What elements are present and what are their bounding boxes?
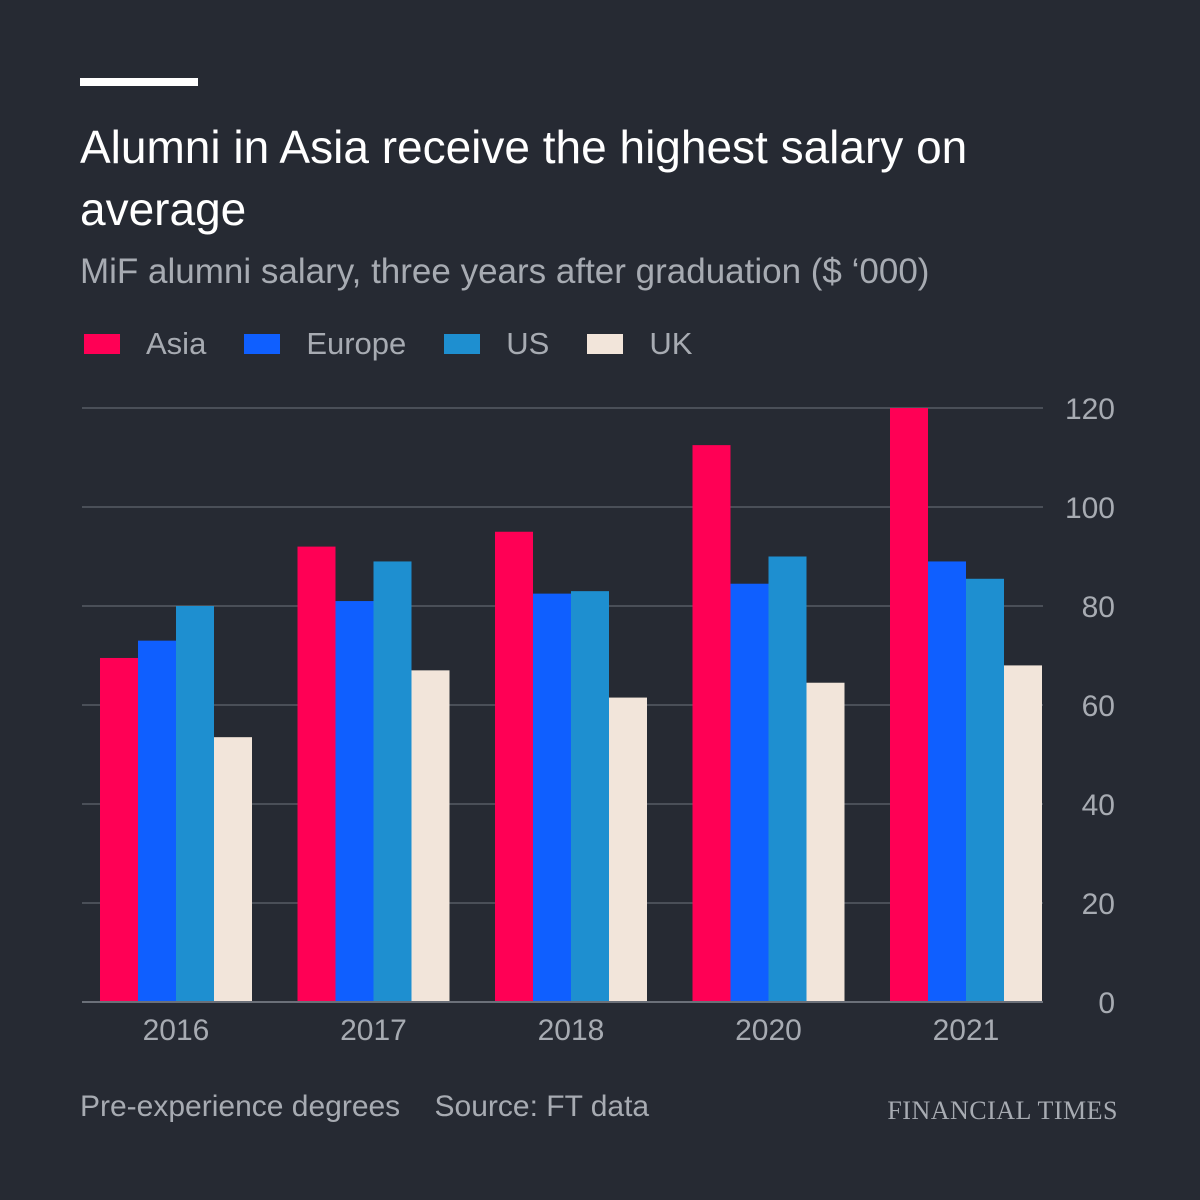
brand-logo: FINANCIAL TIMES — [887, 1096, 1118, 1125]
bar-europe-2017 — [335, 601, 374, 1002]
bar-europe-2016 — [138, 640, 176, 1002]
bar-uk-2021 — [1004, 665, 1042, 1002]
bar-chart: 0 20 40 60 80 100 120 2016 2017 2018 2020 2021 — [82, 393, 1115, 1047]
y-tick-label: 20 — [1082, 888, 1115, 921]
legend-swatch-uk — [587, 334, 624, 354]
y-tick-label: 100 — [1065, 492, 1115, 525]
x-tick-label: 2017 — [340, 1014, 407, 1047]
x-tick-label: 2020 — [735, 1014, 802, 1047]
chart-subtitle: MiF alumni salary, three years after gra… — [80, 252, 930, 291]
chart-title: Alumni in Asia receive the highest salar… — [80, 121, 968, 235]
bar-uk-2018 — [609, 697, 647, 1002]
bar-us-2018 — [571, 591, 609, 1002]
legend: Asia Europe US UK — [84, 324, 730, 364]
y-tick-label: 60 — [1082, 690, 1115, 723]
bar-europe-2021 — [928, 561, 966, 1002]
bar-uk-2016 — [214, 737, 252, 1002]
bar-us-2021 — [966, 578, 1004, 1002]
y-tick-label: 120 — [1065, 393, 1115, 426]
y-tick-label: 40 — [1082, 789, 1115, 822]
legend-swatch-asia — [84, 334, 120, 354]
legend-swatch-us — [444, 334, 481, 354]
bar-asia-2016 — [100, 657, 138, 1002]
bar-uk-2017 — [411, 670, 450, 1002]
bar-uk-2020 — [806, 682, 845, 1002]
x-tick-label: 2016 — [143, 1014, 210, 1047]
header-rule — [80, 78, 198, 86]
legend-label-europe: Europe — [306, 326, 407, 361]
bar-asia-2017 — [297, 546, 336, 1002]
legend-label-us: US — [506, 326, 550, 361]
legend-item-us: US — [444, 326, 549, 362]
legend-item-asia: Asia — [84, 326, 206, 362]
bar-asia-2020 — [692, 445, 731, 1002]
y-tick-label: 0 — [1098, 987, 1115, 1020]
footnote-degrees: Pre-experience degrees — [80, 1090, 401, 1123]
bar-europe-2018 — [533, 593, 571, 1002]
legend-label-asia: Asia — [146, 326, 207, 361]
legend-item-europe: Europe — [244, 326, 406, 362]
y-tick-label: 80 — [1082, 591, 1115, 624]
bar-asia-2021 — [890, 408, 928, 1002]
footer-note: Pre-experience degrees Source: FT data — [80, 1090, 649, 1124]
legend-item-uk: UK — [587, 326, 692, 362]
bar-asia-2018 — [495, 531, 533, 1002]
bar-us-2020 — [768, 556, 807, 1002]
bar-us-2016 — [176, 606, 214, 1002]
footnote-source: Source: FT data — [434, 1090, 650, 1123]
bar-europe-2020 — [730, 583, 769, 1002]
x-tick-label: 2018 — [538, 1014, 605, 1047]
x-tick-label: 2021 — [933, 1014, 1000, 1047]
legend-swatch-europe — [244, 334, 281, 354]
legend-label-uk: UK — [649, 326, 693, 361]
bar-us-2017 — [373, 561, 412, 1002]
